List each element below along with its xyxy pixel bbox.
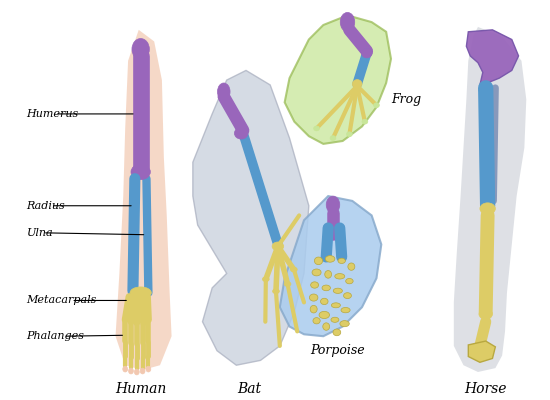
Ellipse shape bbox=[290, 267, 297, 272]
Ellipse shape bbox=[361, 48, 372, 58]
Ellipse shape bbox=[323, 323, 329, 330]
Ellipse shape bbox=[353, 80, 362, 88]
Ellipse shape bbox=[341, 308, 350, 313]
Ellipse shape bbox=[322, 285, 331, 291]
Ellipse shape bbox=[346, 278, 353, 284]
Ellipse shape bbox=[310, 305, 317, 313]
Ellipse shape bbox=[123, 366, 128, 372]
Ellipse shape bbox=[315, 257, 323, 265]
Polygon shape bbox=[193, 70, 309, 365]
Text: Humerus: Humerus bbox=[26, 109, 79, 119]
Ellipse shape bbox=[324, 270, 332, 278]
Text: Phalanges: Phalanges bbox=[26, 331, 85, 341]
Ellipse shape bbox=[340, 12, 355, 32]
Polygon shape bbox=[466, 30, 519, 90]
Ellipse shape bbox=[335, 224, 345, 232]
Ellipse shape bbox=[272, 242, 284, 251]
Ellipse shape bbox=[326, 196, 340, 214]
Ellipse shape bbox=[333, 329, 341, 336]
Ellipse shape bbox=[479, 84, 492, 96]
Ellipse shape bbox=[134, 369, 139, 375]
Polygon shape bbox=[116, 30, 172, 370]
Ellipse shape bbox=[131, 164, 150, 180]
Ellipse shape bbox=[273, 289, 279, 294]
Ellipse shape bbox=[146, 366, 151, 372]
Text: Radius: Radius bbox=[26, 201, 65, 211]
Ellipse shape bbox=[340, 321, 349, 327]
Ellipse shape bbox=[373, 103, 380, 108]
Ellipse shape bbox=[140, 368, 145, 374]
Ellipse shape bbox=[480, 203, 496, 214]
Ellipse shape bbox=[348, 263, 355, 270]
Text: Frog: Frog bbox=[391, 93, 421, 106]
Text: Metacarpals: Metacarpals bbox=[26, 296, 97, 306]
Ellipse shape bbox=[331, 317, 339, 322]
Ellipse shape bbox=[479, 309, 492, 319]
Polygon shape bbox=[280, 196, 381, 336]
Text: Ulna: Ulna bbox=[26, 228, 53, 238]
Ellipse shape bbox=[217, 83, 230, 100]
Ellipse shape bbox=[344, 293, 351, 298]
Ellipse shape bbox=[319, 311, 329, 318]
Ellipse shape bbox=[284, 282, 291, 286]
Ellipse shape bbox=[331, 303, 340, 308]
Polygon shape bbox=[285, 15, 391, 144]
Ellipse shape bbox=[313, 318, 320, 324]
Ellipse shape bbox=[321, 298, 328, 304]
Ellipse shape bbox=[362, 119, 368, 124]
Ellipse shape bbox=[333, 288, 343, 294]
Text: Porpoise: Porpoise bbox=[311, 344, 365, 357]
Ellipse shape bbox=[130, 287, 151, 298]
Text: Human: Human bbox=[115, 382, 166, 396]
Ellipse shape bbox=[323, 224, 333, 232]
Polygon shape bbox=[468, 341, 496, 362]
Ellipse shape bbox=[346, 132, 353, 137]
Ellipse shape bbox=[338, 258, 345, 264]
Ellipse shape bbox=[129, 368, 134, 374]
Ellipse shape bbox=[314, 126, 320, 131]
Ellipse shape bbox=[310, 294, 318, 301]
Ellipse shape bbox=[132, 38, 150, 60]
Ellipse shape bbox=[325, 256, 335, 262]
Text: Bat: Bat bbox=[237, 382, 261, 396]
Ellipse shape bbox=[311, 282, 318, 288]
Ellipse shape bbox=[330, 136, 336, 140]
Text: Horse: Horse bbox=[464, 382, 507, 396]
Ellipse shape bbox=[234, 128, 248, 139]
Ellipse shape bbox=[262, 277, 269, 282]
Polygon shape bbox=[454, 27, 526, 372]
Ellipse shape bbox=[335, 274, 345, 279]
Ellipse shape bbox=[312, 269, 321, 276]
